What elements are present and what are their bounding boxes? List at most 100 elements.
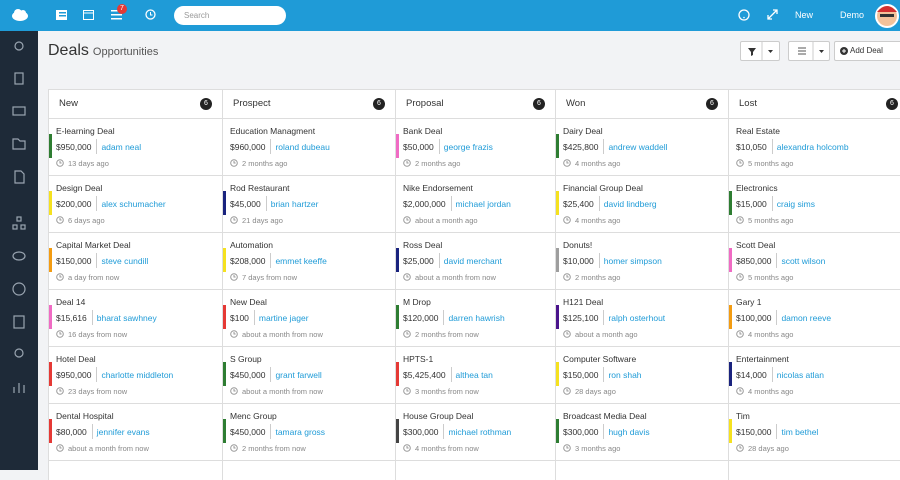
deal-card[interactable]: Gary 1 $100,000 damon reeve 4 months ago: [729, 290, 900, 347]
deal-time: 23 days from now: [68, 387, 128, 396]
logo[interactable]: [10, 6, 30, 22]
deal-contact[interactable]: brian hartzer: [270, 199, 319, 209]
deal-card[interactable]: Ross Deal $25,000 david merchant about a mo…: [396, 233, 555, 290]
filter-button[interactable]: [740, 41, 780, 61]
status-bar: [49, 248, 52, 272]
deal-contact[interactable]: ralph osterhout: [608, 313, 666, 323]
deal-contact[interactable]: michael rothman: [448, 427, 512, 437]
deal-contact[interactable]: tamara gross: [275, 427, 326, 437]
help-icon[interactable]: [738, 9, 750, 21]
clock-icon: [56, 273, 64, 281]
deal-contact[interactable]: grant farwell: [275, 370, 322, 380]
deal-card[interactable]: Education Managment $960,000 roland dubeau…: [223, 119, 395, 176]
deal-card[interactable]: Nike Endorsement $2,000,000 michael jordan…: [396, 176, 555, 233]
deal-time: 4 months ago: [575, 159, 621, 168]
deal-card[interactable]: H121 Deal $125,100 ralph osterhout about a …: [556, 290, 728, 347]
deal-contact[interactable]: alexandra holcomb: [776, 142, 849, 152]
calendar-icon[interactable]: [83, 9, 94, 20]
deal-amount: $2,000,000: [403, 199, 446, 209]
deal-contact[interactable]: darren hawrish: [448, 313, 505, 323]
deal-card[interactable]: Tim $150,000 tim bethel 28 days ago: [729, 404, 900, 461]
deal-time: 5 months ago: [748, 216, 794, 225]
deal-contact[interactable]: steve cundill: [101, 256, 149, 266]
deal-title: Tim: [736, 411, 750, 421]
history-icon[interactable]: [145, 9, 156, 20]
deal-time: 16 days from now: [68, 330, 128, 339]
deal-contact[interactable]: michael jordan: [455, 199, 511, 209]
deal-column: Prospect 6 Education Managment $960,000 rola…: [222, 90, 395, 480]
separator: [771, 367, 773, 382]
notification-badge: 7: [117, 4, 127, 14]
deal-time: about a month from now: [242, 330, 323, 339]
deal-contact[interactable]: ron shah: [608, 370, 642, 380]
separator: [443, 424, 445, 439]
deal-contact[interactable]: david merchant: [443, 256, 502, 266]
deal-card[interactable]: Dental Hospital $80,000 jennifer evans abou…: [49, 404, 222, 461]
deal-card[interactable]: New Deal $100 martine jager about a month f…: [223, 290, 395, 347]
deal-card[interactable]: S Group $450,000 grant farwell about a mont…: [223, 347, 395, 404]
deal-card[interactable]: Automation $208,000 emmet keeffe 7 days fro…: [223, 233, 395, 290]
deal-card[interactable]: Scott Deal $850,000 scott wilson 5 months a…: [729, 233, 900, 290]
new-menu[interactable]: New: [795, 10, 814, 20]
deal-card[interactable]: Broadcast Media Deal $300,000 hugh davis 3 …: [556, 404, 728, 461]
deal-contact[interactable]: nicolas atlan: [776, 370, 824, 380]
deal-card[interactable]: House Group Deal $300,000 michael rothman 4…: [396, 404, 555, 461]
deal-contact[interactable]: adam neal: [101, 142, 142, 152]
deal-amount: $80,000: [56, 427, 87, 437]
deal-contact[interactable]: roland dubeau: [275, 142, 330, 152]
deal-card[interactable]: Design Deal $200,000 alex schumacher 6 days…: [49, 176, 222, 233]
deal-contact[interactable]: bharat sawhney: [96, 313, 157, 323]
deal-card[interactable]: Donuts! $10,000 homer simpson 2 months ago: [556, 233, 728, 290]
deal-card[interactable]: HPTS-1 $5,425,400 althea tan 3 months from …: [396, 347, 555, 404]
deal-title: Automation: [230, 240, 273, 250]
deal-amount: $15,000: [736, 199, 767, 209]
deal-time: a day from now: [68, 273, 120, 282]
deal-contact[interactable]: craig sims: [776, 199, 815, 209]
clock-icon: [403, 159, 411, 167]
deal-card[interactable]: Rod Restaurant $45,000 brian hartzer 21 day…: [223, 176, 395, 233]
status-bar: [729, 248, 732, 272]
deal-contact[interactable]: george frazis: [443, 142, 493, 152]
deal-contact[interactable]: martine jager: [258, 313, 309, 323]
deal-card[interactable]: Capital Market Deal $150,000 steve cundill…: [49, 233, 222, 290]
deal-card[interactable]: Financial Group Deal $25,400 david lindber…: [556, 176, 728, 233]
add-deal-button[interactable]: Add Deal: [834, 41, 900, 61]
search-input[interactable]: Search: [174, 6, 286, 25]
deal-contact[interactable]: althea tan: [455, 370, 493, 380]
tasks-icon[interactable]: [111, 9, 122, 20]
deal-contact[interactable]: damon reeve: [781, 313, 832, 323]
user-menu[interactable]: Demo: [840, 10, 865, 20]
fullscreen-icon[interactable]: [767, 9, 778, 20]
deal-time: 4 months from now: [415, 444, 479, 453]
deal-contact[interactable]: scott wilson: [781, 256, 826, 266]
deal-contact[interactable]: homer simpson: [603, 256, 662, 266]
deal-card[interactable]: M Drop $120,000 darren hawrish 2 months fro…: [396, 290, 555, 347]
deal-contact[interactable]: jennifer evans: [96, 427, 150, 437]
deal-contact[interactable]: david lindberg: [603, 199, 657, 209]
deals-icon[interactable]: [56, 10, 67, 20]
view-button[interactable]: [788, 41, 830, 61]
deal-card[interactable]: Menc Group $450,000 tamara gross 2 months f…: [223, 404, 395, 461]
deal-card[interactable]: Bank Deal $50,000 george frazis 2 months ag…: [396, 119, 555, 176]
deal-card[interactable]: Electronics $15,000 craig sims 5 months ago: [729, 176, 900, 233]
deal-contact[interactable]: tim bethel: [781, 427, 819, 437]
deal-contact[interactable]: emmet keeffe: [275, 256, 327, 266]
deal-contact[interactable]: andrew waddell: [608, 142, 668, 152]
deal-contact[interactable]: charlotte middleton: [101, 370, 174, 380]
deal-title: Dental Hospital: [56, 411, 114, 421]
column-title: Prospect: [233, 98, 271, 109]
deal-card[interactable]: Dairy Deal $425,800 andrew waddell 4 months…: [556, 119, 728, 176]
deal-card[interactable]: Entertainment $14,000 nicolas atlan 4 month…: [729, 347, 900, 404]
deal-contact[interactable]: hugh davis: [608, 427, 650, 437]
deal-card[interactable]: Real Estate $10,050 alexandra holcomb 5 mon…: [729, 119, 900, 176]
deal-contact[interactable]: alex schumacher: [101, 199, 166, 209]
deal-card[interactable]: Deal 14 $15,616 bharat sawhney 16 days from…: [49, 290, 222, 347]
deal-card[interactable]: E-learning Deal $950,000 adam neal 13 days …: [49, 119, 222, 176]
deal-time: about a month from now: [242, 387, 323, 396]
deal-card[interactable]: Computer Software $150,000 ron shah 28 days…: [556, 347, 728, 404]
separator: [598, 196, 600, 211]
avatar[interactable]: [874, 1, 900, 30]
separator: [96, 253, 98, 268]
deal-card[interactable]: Hotel Deal $950,000 charlotte middleton 23 …: [49, 347, 222, 404]
deal-time: 28 days ago: [748, 444, 789, 453]
